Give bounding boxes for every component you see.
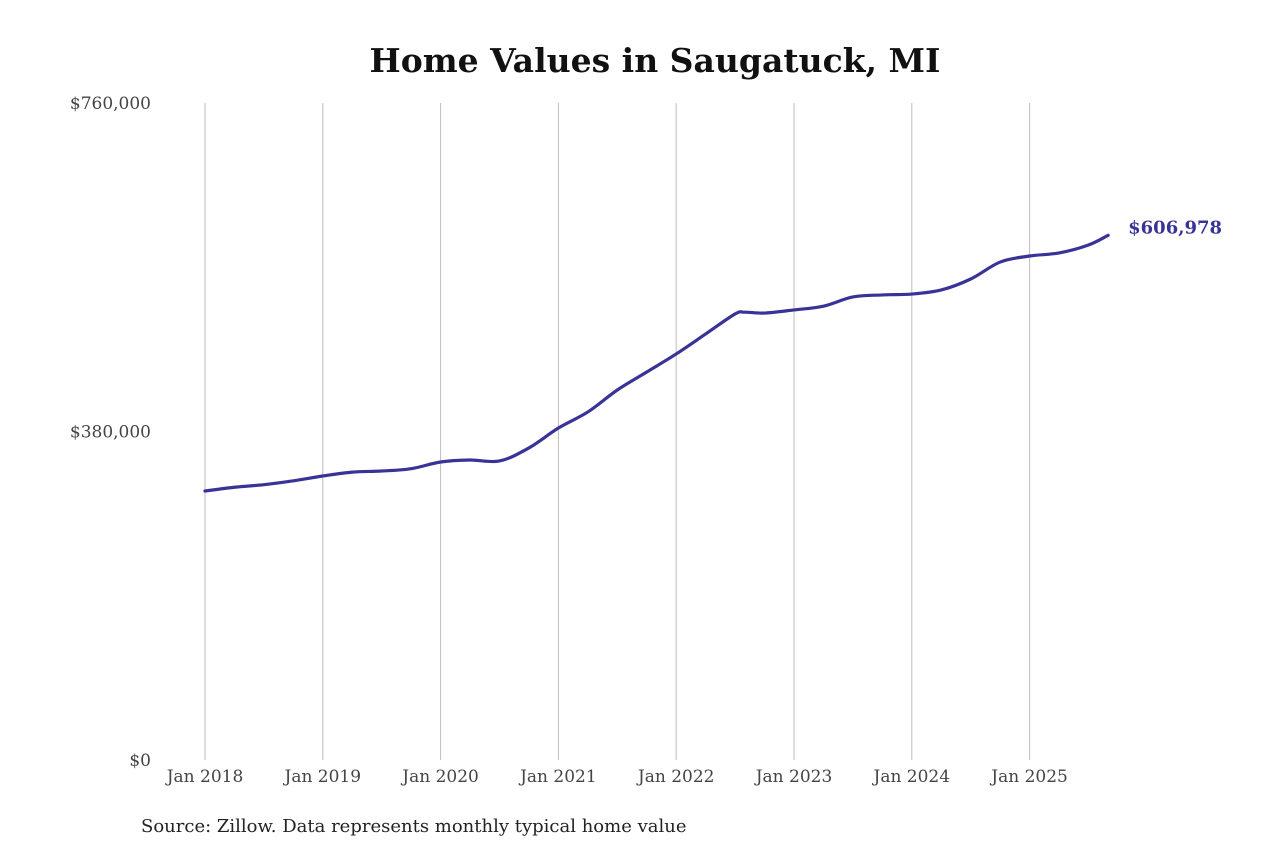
gridlines	[204, 103, 1031, 760]
x-tick-label: Jan 2019	[283, 767, 362, 787]
x-tick-label: Jan 2018	[165, 767, 244, 787]
x-tick-label: Jan 2024	[872, 767, 951, 787]
x-tick-label: Jan 2020	[400, 767, 479, 787]
end-value-label: $606,978	[1128, 217, 1222, 238]
y-tick-label: $380,000	[70, 423, 151, 443]
series-line	[203, 233, 1110, 493]
chart-title: Home Values in Saugatuck, MI	[370, 41, 941, 80]
x-tick-label: Jan 2021	[518, 767, 597, 787]
x-tick-label: Jan 2023	[754, 767, 833, 787]
y-axis: $0 $380,000 $760,000	[70, 94, 151, 771]
x-axis: Jan 2018 Jan 2019 Jan 2020 Jan 2021 Jan 2022…	[165, 767, 1068, 787]
x-tick-label: Jan 2022	[636, 767, 715, 787]
y-tick-label: $760,000	[70, 94, 151, 114]
source-note: Source: Zillow. Data represents monthly …	[141, 816, 687, 837]
x-tick-label: Jan 2025	[989, 767, 1068, 787]
y-tick-label: $0	[129, 751, 151, 771]
